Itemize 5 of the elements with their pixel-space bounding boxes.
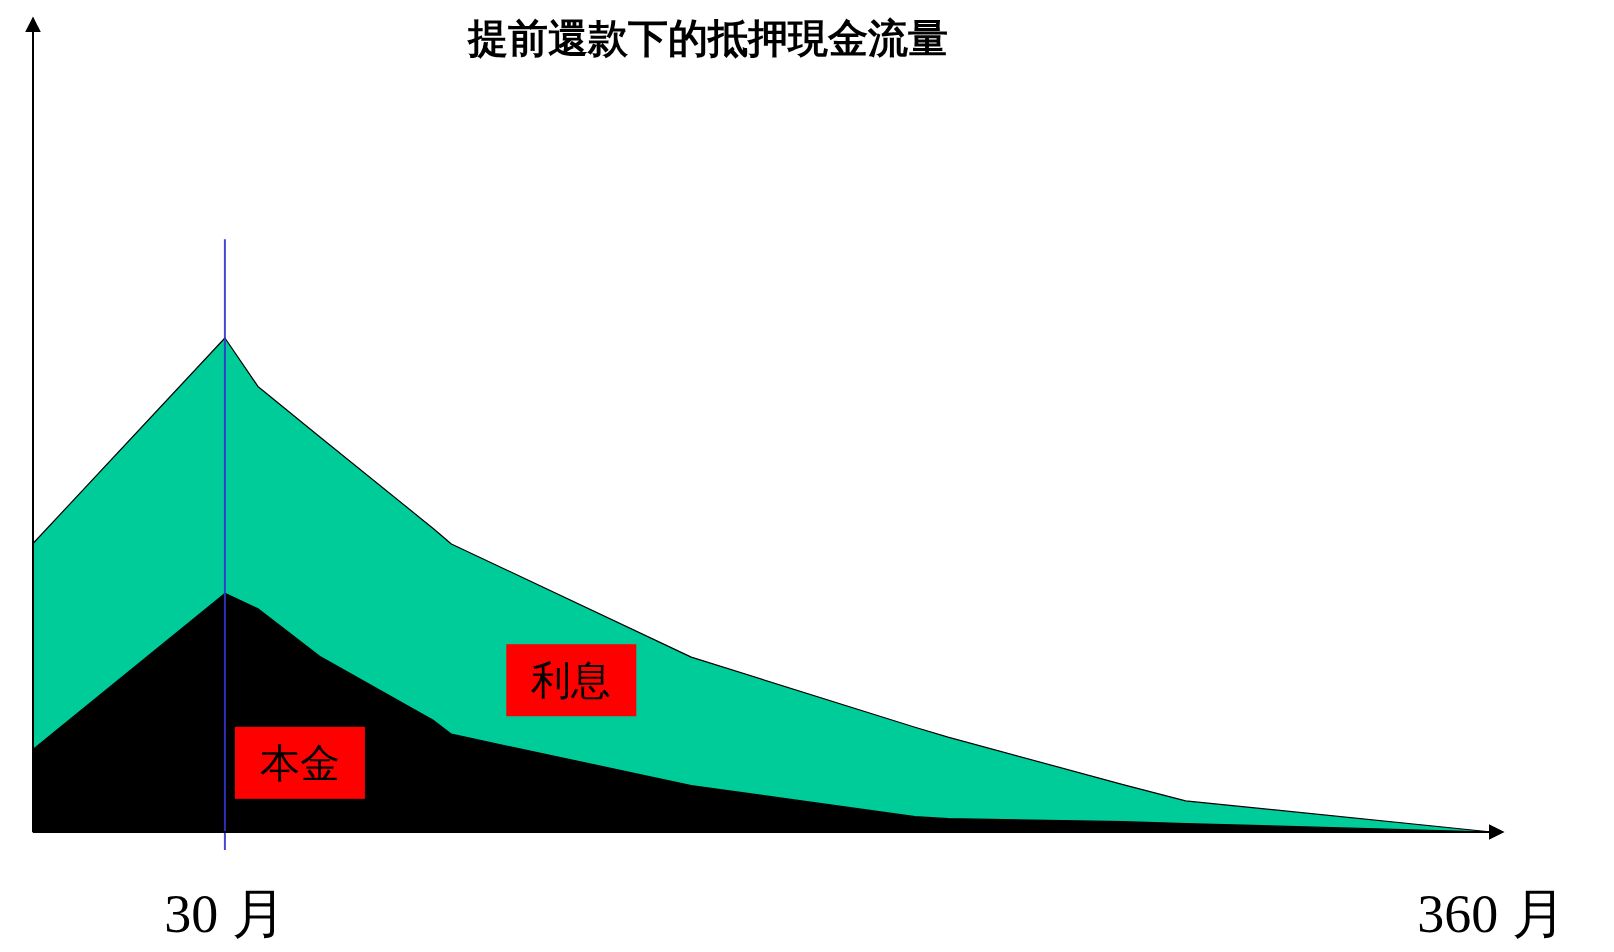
series-label: 本金 [259,739,340,786]
x-tick-label: 360 月 [1417,884,1566,944]
series-label: 利息 [531,657,612,704]
chart-title: 提前還款下的抵押現金流量 [467,15,948,61]
x-tick-label: 30 月 [164,884,286,944]
